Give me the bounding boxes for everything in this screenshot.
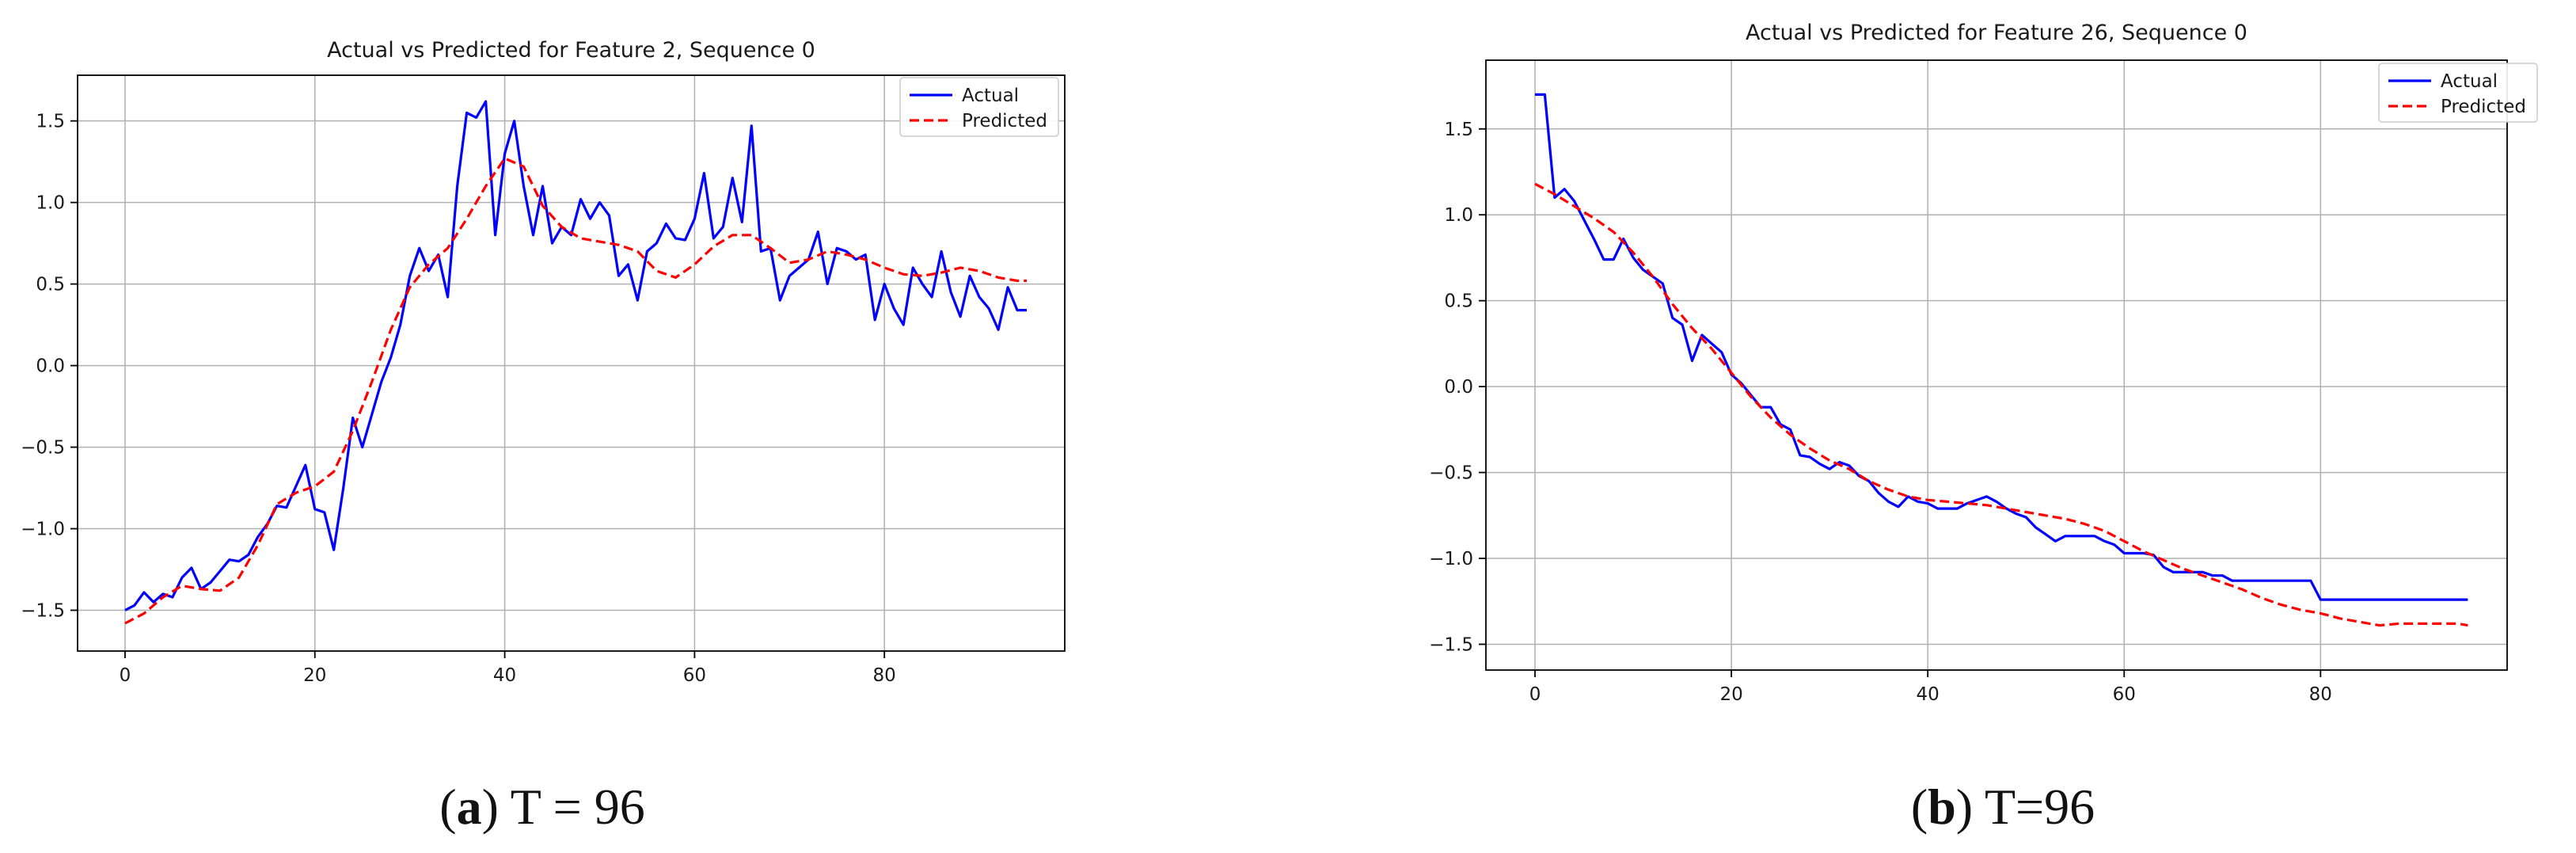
y-tick-label: 0.5 <box>1444 291 1473 312</box>
x-tick-label: 20 <box>303 665 326 686</box>
y-tick-label: 0.0 <box>36 356 65 377</box>
y-tick-label: 1.0 <box>1444 205 1473 226</box>
x-tick-label: 40 <box>1917 684 1940 705</box>
y-tick-label: 1.5 <box>1444 120 1473 140</box>
x-tick-label: 80 <box>873 665 896 686</box>
x-tick-label: 60 <box>2113 684 2136 705</box>
x-tick-label: 0 <box>1529 684 1541 705</box>
x-tick-label: 60 <box>683 665 706 686</box>
x-tick-label: 40 <box>493 665 516 686</box>
series-line-predicted <box>124 157 1027 625</box>
y-tick-label: 0.5 <box>36 275 65 295</box>
x-tick-label: 0 <box>120 665 131 686</box>
series-line-actual <box>1535 93 2468 601</box>
y-tick-label: 1.5 <box>36 112 65 132</box>
chart-title: Actual vs Predicted for Feature 26, Sequ… <box>1746 21 2247 45</box>
y-tick-label: 1.0 <box>36 193 65 214</box>
legend-label-actual: Actual <box>962 86 1019 106</box>
legend-label-actual: Actual <box>2441 71 2498 92</box>
y-tick-label: −1.0 <box>1429 549 1473 569</box>
chart-a: 0 20 40 60 80 −1.5 −1.0 −0.5 0.0 0.5 1.0 1.5 Actual … <box>21 38 1066 835</box>
x-tick-label: 80 <box>2309 684 2332 705</box>
legend: Actual Predicted <box>899 77 1059 137</box>
series-line-predicted <box>1534 182 2468 627</box>
legend: Actual Predicted <box>2378 63 2538 123</box>
y-tick-label: −1.0 <box>21 520 65 540</box>
chart-title: Actual vs Predicted for Feature 2, Seque… <box>327 38 815 63</box>
y-tick-label: −0.5 <box>21 438 65 459</box>
series-line-actual <box>124 100 1027 611</box>
y-tick-label: −1.5 <box>1429 634 1473 655</box>
figure-caption: (a) T = 96 <box>439 779 645 835</box>
plot-frame <box>1485 59 2508 671</box>
y-tick-label: −0.5 <box>1429 463 1473 484</box>
chart-b: 0 20 40 60 80 −1.5 −1.0 −0.5 0.0 0.5 1.0 1.5 Actual … <box>1429 21 2538 835</box>
y-tick-label: 0.0 <box>1444 377 1473 398</box>
figure-caption: (b) T=96 <box>1911 779 2095 835</box>
y-tick-label: −1.5 <box>21 601 65 622</box>
legend-label-predicted: Predicted <box>962 111 1047 131</box>
legend-label-predicted: Predicted <box>2441 97 2526 117</box>
plot-frame <box>77 74 1066 652</box>
x-tick-label: 20 <box>1719 684 1742 705</box>
